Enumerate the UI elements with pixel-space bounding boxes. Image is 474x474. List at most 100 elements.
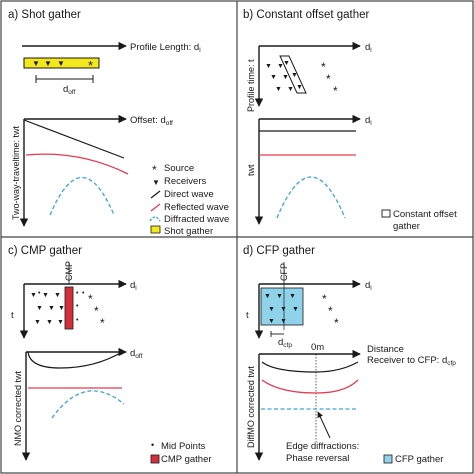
b-receiver-1: ▼: [265, 63, 272, 70]
diffracted-wave-a: [49, 176, 115, 216]
legend-shot-gather-label: Shot gather: [164, 226, 213, 237]
receiver-a-2: ▼: [44, 59, 52, 68]
receiver-a-3: ▼: [57, 59, 65, 68]
panel-a-shot-gather: a) Shot gather Profile Length: dl ▼ ▼ ▼ …: [8, 9, 229, 237]
b-dl2-label: dl: [365, 115, 372, 127]
d-off-label: doff: [63, 84, 76, 96]
panel-a-ylabel: Two-way-traveltime: twt: [11, 125, 21, 220]
c-midpoint-2: •: [76, 290, 79, 297]
offset-label: Offset: doff: [130, 115, 173, 127]
d-diffmo-label: DiffMO corrected twt: [246, 366, 256, 448]
panel-a-title: a) Shot gather: [8, 9, 81, 21]
b-source-2: *: [326, 72, 331, 86]
legend-b-symbol: [381, 209, 391, 218]
c-midpoint-3: •: [76, 303, 79, 310]
c-midpoint-5: •: [82, 290, 85, 297]
panel-d-cfp-gather: d) CFP gather CFP dl t ▼ ▼ ▼ ▼ ▼ ▼ ▼ ▼ *…: [243, 245, 456, 465]
d-edge-diffractions: Edge diffractions:: [286, 441, 359, 452]
direct-wave-a: [23, 119, 125, 159]
c-source-3: *: [100, 316, 105, 330]
shot-gather-box: [23, 57, 100, 69]
c-source-1: *: [88, 292, 93, 306]
b-receiver-9: ▼: [296, 84, 303, 91]
d-phase-reversal-arrow: [317, 411, 331, 439]
d-source-2: *: [328, 304, 333, 318]
c-receiver-8: ▼: [46, 319, 53, 326]
reflected-wave-a: [25, 153, 129, 175]
panel-d-title: d) CFP gather: [243, 245, 315, 257]
d-receiver-3: ▼: [289, 293, 296, 300]
legend-reflected-wave-label: Reflected wave: [164, 202, 229, 213]
legend-d-cfp-gather: CFP gather: [395, 454, 443, 465]
c-receiver-9: ▼: [57, 319, 64, 326]
panel-b-title: b) Constant offset gather: [243, 9, 370, 21]
legend-source-label: Source: [164, 163, 194, 174]
c-receiver-4: ▼: [36, 305, 43, 312]
legend-receivers-label: Receivers: [164, 176, 206, 187]
d-source-3: *: [334, 316, 339, 330]
legend-c-cmp-symbol: [150, 454, 160, 464]
legend-direct-wave-label: Direct wave: [164, 189, 214, 200]
b-source-3: *: [333, 84, 338, 98]
legend-diffracted-wave-symbol: [149, 216, 161, 222]
d-receiver-2: ▼: [276, 293, 283, 300]
legend-source-symbol: *: [152, 163, 157, 177]
panel-b-constant-offset: b) Constant offset gather dl Profile tim…: [243, 9, 457, 232]
d-t-label: t: [246, 310, 249, 321]
legend-direct-wave-symbol: [150, 190, 161, 199]
d-receiver-4: ▼: [268, 306, 275, 313]
legend-c-midpoint-symbol: •: [151, 440, 154, 450]
c-receiver-6: ▼: [58, 305, 65, 312]
c-receiver-3: ▼: [54, 292, 61, 299]
source-a: *: [88, 58, 93, 73]
legend-b-line2: gather: [393, 221, 420, 232]
b-receiver-2: ▼: [277, 63, 284, 70]
d-receiver-7: ▼: [268, 318, 275, 325]
c-nmo-label: NMO corrected twt: [13, 370, 23, 446]
d-receiver-to-cfp-label: Receiver to CFP: dcfp: [367, 355, 456, 367]
b-constant-offset-box: [279, 55, 307, 94]
d-source-1: *: [322, 292, 327, 306]
receiver-a-1: ▼: [32, 59, 40, 68]
c-receiver-2: ▼: [42, 292, 49, 299]
b-diffracted-wave: [276, 176, 346, 219]
c-receiver-5: ▼: [48, 305, 55, 312]
c-receiver-1: ▼: [30, 292, 37, 299]
panel-c-title: c) CMP gather: [8, 245, 82, 257]
c-dl-label: dl: [130, 280, 137, 292]
profile-length-label: Profile Length: dl: [130, 42, 201, 54]
d-phase-reversal: Phase reversal: [286, 453, 349, 464]
d-receiver-6: ▼: [292, 306, 299, 313]
legend-receivers-symbol: ▼: [152, 178, 160, 187]
c-doff-label: doff: [130, 348, 143, 360]
c-direct-wave: [27, 351, 123, 369]
d-cfp-gather-box: [260, 287, 304, 326]
d-reflected-wave: [261, 379, 359, 394]
b-profile-time-label: Profile time: t: [246, 59, 256, 112]
d-receiver-8: ▼: [280, 318, 287, 325]
c-source-2: *: [94, 304, 99, 318]
b-receiver-7: ▼: [275, 86, 282, 93]
b-receiver-3: ▼: [283, 60, 290, 67]
c-cmp-gather-box: [64, 286, 74, 330]
d-receiver-1: ▼: [264, 293, 271, 300]
c-diffracted-wave: [51, 390, 125, 419]
legend-b-line1: Constant offset: [393, 209, 457, 220]
d-zero-m-label: 0m: [311, 342, 324, 353]
b-receiver-4: ▼: [270, 74, 277, 81]
b-receiver-6: ▼: [291, 72, 298, 79]
c-t-label: t: [11, 310, 14, 321]
legend-c-mid-points: Mid Points: [161, 441, 206, 452]
panel-c-cmp-gather: c) CMP gather CMP dl t ▼ ▼ ▼ ▼ ▼ ▼ ▼ ▼ ▼…: [8, 245, 212, 465]
b-dl-label: dl: [365, 42, 372, 54]
b-source-1: *: [321, 60, 326, 74]
b-receiver-5: ▼: [282, 74, 289, 81]
legend-diffracted-wave-label: Diffracted wave: [164, 214, 229, 225]
d-dcfp-label: dcfp: [278, 337, 292, 349]
legend-reflected-wave-symbol: [150, 203, 161, 212]
legend-main: * Source ▼ Receivers Direct wave Reflect…: [149, 163, 229, 237]
legend-shot-gather-symbol: [150, 225, 161, 234]
legend-c-cmp-gather: CMP gather: [161, 454, 212, 465]
c-midpoint-1: •: [38, 290, 41, 297]
